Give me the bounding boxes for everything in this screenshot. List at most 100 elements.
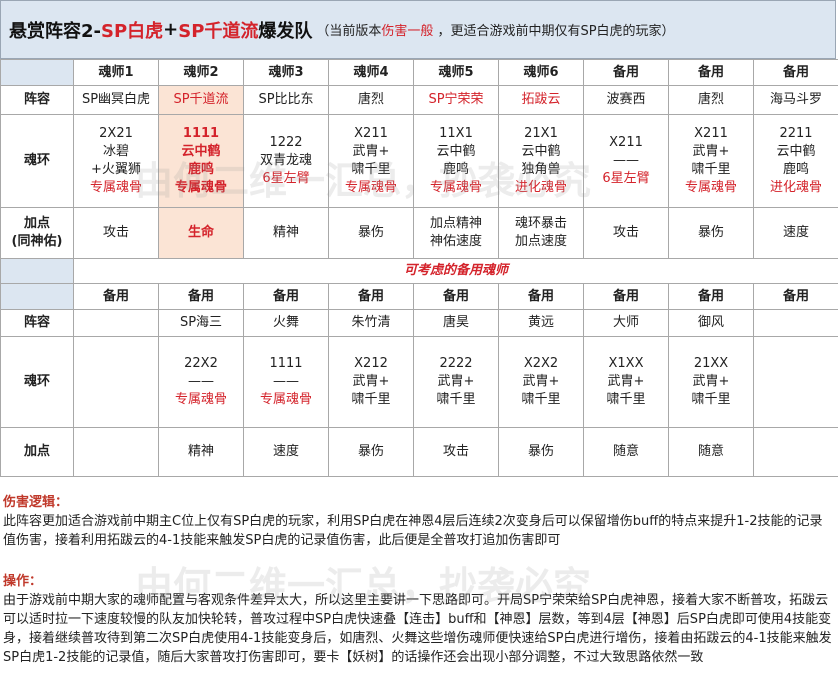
title-note-end: ，更适合游戏前中期仅有SP白虎的玩家） xyxy=(437,24,675,39)
ring-line: 1111 xyxy=(182,126,220,141)
points-cell xyxy=(73,427,159,477)
ring-line: 鹿鸣 xyxy=(782,162,809,177)
column-header: 备用 xyxy=(753,59,838,86)
ring-line: 双青龙魂 xyxy=(259,153,312,168)
ring-line: 啸千里 xyxy=(691,162,731,177)
points-cell: 攻击 xyxy=(73,207,159,259)
points-line: 神佑速度 xyxy=(429,234,482,249)
points-row-top: 加点 (同神佑) 攻击 生命 精神 暴伤 加点精神 神佑速度 魂环暴击 加点速度 攻击 暴伤 速度 xyxy=(0,207,838,259)
ring-line: X212 xyxy=(354,356,388,371)
lineup-cell: SP幽冥白虎 xyxy=(73,85,159,115)
rings-cell: 22X2 —— 专属魂骨 xyxy=(158,336,244,428)
ring-line: 专属魂骨 xyxy=(174,180,227,195)
row-label-points: 加点 xyxy=(0,427,74,477)
ring-line: 6星左臂 xyxy=(602,171,650,186)
lineup-cell: SP比比东 xyxy=(243,85,329,115)
ring-line: X1XX xyxy=(608,356,644,371)
ring-line: 专属魂骨 xyxy=(174,392,227,407)
ring-line: 啸千里 xyxy=(606,392,646,407)
ring-line: 武胄+ xyxy=(522,374,560,389)
ring-line: —— xyxy=(188,374,214,389)
ring-line: 进化魂骨 xyxy=(769,180,822,195)
column-header: 魂师5 xyxy=(413,59,499,86)
lineup-cell: SP海三 xyxy=(158,309,244,337)
ring-line: 云中鹤 xyxy=(436,144,476,159)
rings-cell: X211 武胄+ 啸千里 专属魂骨 xyxy=(668,114,754,208)
backup-title-row: 可考虑的备用魂师 xyxy=(0,258,838,284)
damage-logic-text: 此阵容更加适合游戏前中期主C位上仅有SP白虎的玩家，利用SP白虎在神恩4层后连续… xyxy=(3,514,823,548)
points-line: 攻击 xyxy=(612,225,639,240)
column-header: 备用 xyxy=(413,283,499,310)
ring-line: 专属魂骨 xyxy=(344,180,397,195)
lineup-cell: 御风 xyxy=(668,309,754,337)
rings-cell: X2X2 武胄+ 啸千里 xyxy=(498,336,584,428)
column-header: 魂师6 xyxy=(498,59,584,86)
ring-line: 专属魂骨 xyxy=(429,180,482,195)
points-cell: 暴伤 xyxy=(498,427,584,477)
ring-line: 11X1 xyxy=(439,126,473,141)
points-cell: 加点精神 神佑速度 xyxy=(413,207,499,259)
points-cell: 速度 xyxy=(753,207,838,259)
points-cell: 暴伤 xyxy=(328,427,414,477)
rings-cell xyxy=(753,336,838,428)
title-note-red: 伤害一般 xyxy=(381,24,434,39)
points-cell: 魂环暴击 加点速度 xyxy=(498,207,584,259)
title-plus: + xyxy=(163,19,179,40)
lineup-cell: SP千道流 xyxy=(158,85,244,115)
rings-cell: 2211 云中鹤 鹿鸣 进化魂骨 xyxy=(753,114,838,208)
lineup-cell: 唐烈 xyxy=(668,85,754,115)
ring-line: 武胄+ xyxy=(607,374,645,389)
ring-line: 武胄+ xyxy=(352,374,390,389)
points-line: 精神 xyxy=(272,225,299,240)
points-row-backup: 加点 精神 速度 暴伤 攻击 暴伤 随意 随意 xyxy=(0,427,838,477)
ring-line: 云中鹤 xyxy=(181,144,221,159)
lineup-cell: 波赛西 xyxy=(583,85,669,115)
column-header: 魂师3 xyxy=(243,59,329,86)
title-red-2: SP千道流 xyxy=(178,20,259,42)
column-header: 备用 xyxy=(243,283,329,310)
points-line: 暴伤 xyxy=(357,225,384,240)
points-cell: 暴伤 xyxy=(668,207,754,259)
points-cell: 精神 xyxy=(243,207,329,259)
rings-row-top: 魂环 2X21 冰碧 +火翼狮 专属魂骨 1111 云中鹤 鹿鸣 专属魂骨 1222 双青龙魂 6星左… xyxy=(0,114,838,208)
rings-row-backup: 魂环 22X2 —— 专属魂骨 1111 —— 专属魂骨 X212 武胄+ 啸千里 2222 武胄+ 啸… xyxy=(0,336,838,428)
ring-line: 啸千里 xyxy=(351,392,391,407)
column-header: 备用 xyxy=(753,283,838,310)
points-line: 魂环暴击 xyxy=(514,216,567,231)
ring-line: 啸千里 xyxy=(521,392,561,407)
lineup-cell: 火舞 xyxy=(243,309,329,337)
subtitle-blank xyxy=(0,258,74,284)
damage-logic-heading: 伤害逻辑： xyxy=(3,495,69,510)
rings-cell: 1222 双青龙魂 6星左臂 xyxy=(243,114,329,208)
column-header: 备用 xyxy=(158,283,244,310)
points-line: 速度 xyxy=(782,225,809,240)
column-header: 备用 xyxy=(73,283,159,310)
points-cell: 精神 xyxy=(158,427,244,477)
ring-line: 冰碧 xyxy=(102,144,129,159)
ring-line: 啸千里 xyxy=(351,162,391,177)
points-line: 加点速度 xyxy=(514,234,567,249)
lineup-row-top: 阵容 SP幽冥白虎 SP千道流 SP比比东 唐烈 SP宁荣荣 拓跋云 波赛西 唐烈 海马斗罗 xyxy=(0,85,838,115)
damage-logic-section: 伤害逻辑： 此阵容更加适合游戏前中期主C位上仅有SP白虎的玩家，利用SP白虎在神… xyxy=(3,493,835,550)
points-line: 加点精神 xyxy=(429,216,482,231)
row-label-lineup: 阵容 xyxy=(0,309,74,337)
rings-cell: 21X1 云中鹤 独角兽 进化魂骨 xyxy=(498,114,584,208)
rings-cell: X211 —— 6星左臂 xyxy=(583,114,669,208)
ring-line: 独角兽 xyxy=(521,162,561,177)
lineup-cell: 朱竹清 xyxy=(328,309,414,337)
points-line: 生命 xyxy=(187,225,214,240)
ring-line: 21X1 xyxy=(524,126,558,141)
row-label-points-line1: 加点 xyxy=(23,216,50,231)
row-label-points: 加点 (同神佑) xyxy=(0,207,74,259)
points-cell: 速度 xyxy=(243,427,329,477)
lineup-cell: 黄远 xyxy=(498,309,584,337)
ring-line: 啸千里 xyxy=(691,392,731,407)
rings-cell: 21XX 武胄+ 啸千里 xyxy=(668,336,754,428)
ring-line: 武胄+ xyxy=(437,374,475,389)
ring-line: 专属魂骨 xyxy=(89,180,142,195)
rings-cell: 1111 —— 专属魂骨 xyxy=(243,336,329,428)
points-cell: 随意 xyxy=(668,427,754,477)
ring-line: —— xyxy=(273,374,299,389)
points-cell: 攻击 xyxy=(413,427,499,477)
